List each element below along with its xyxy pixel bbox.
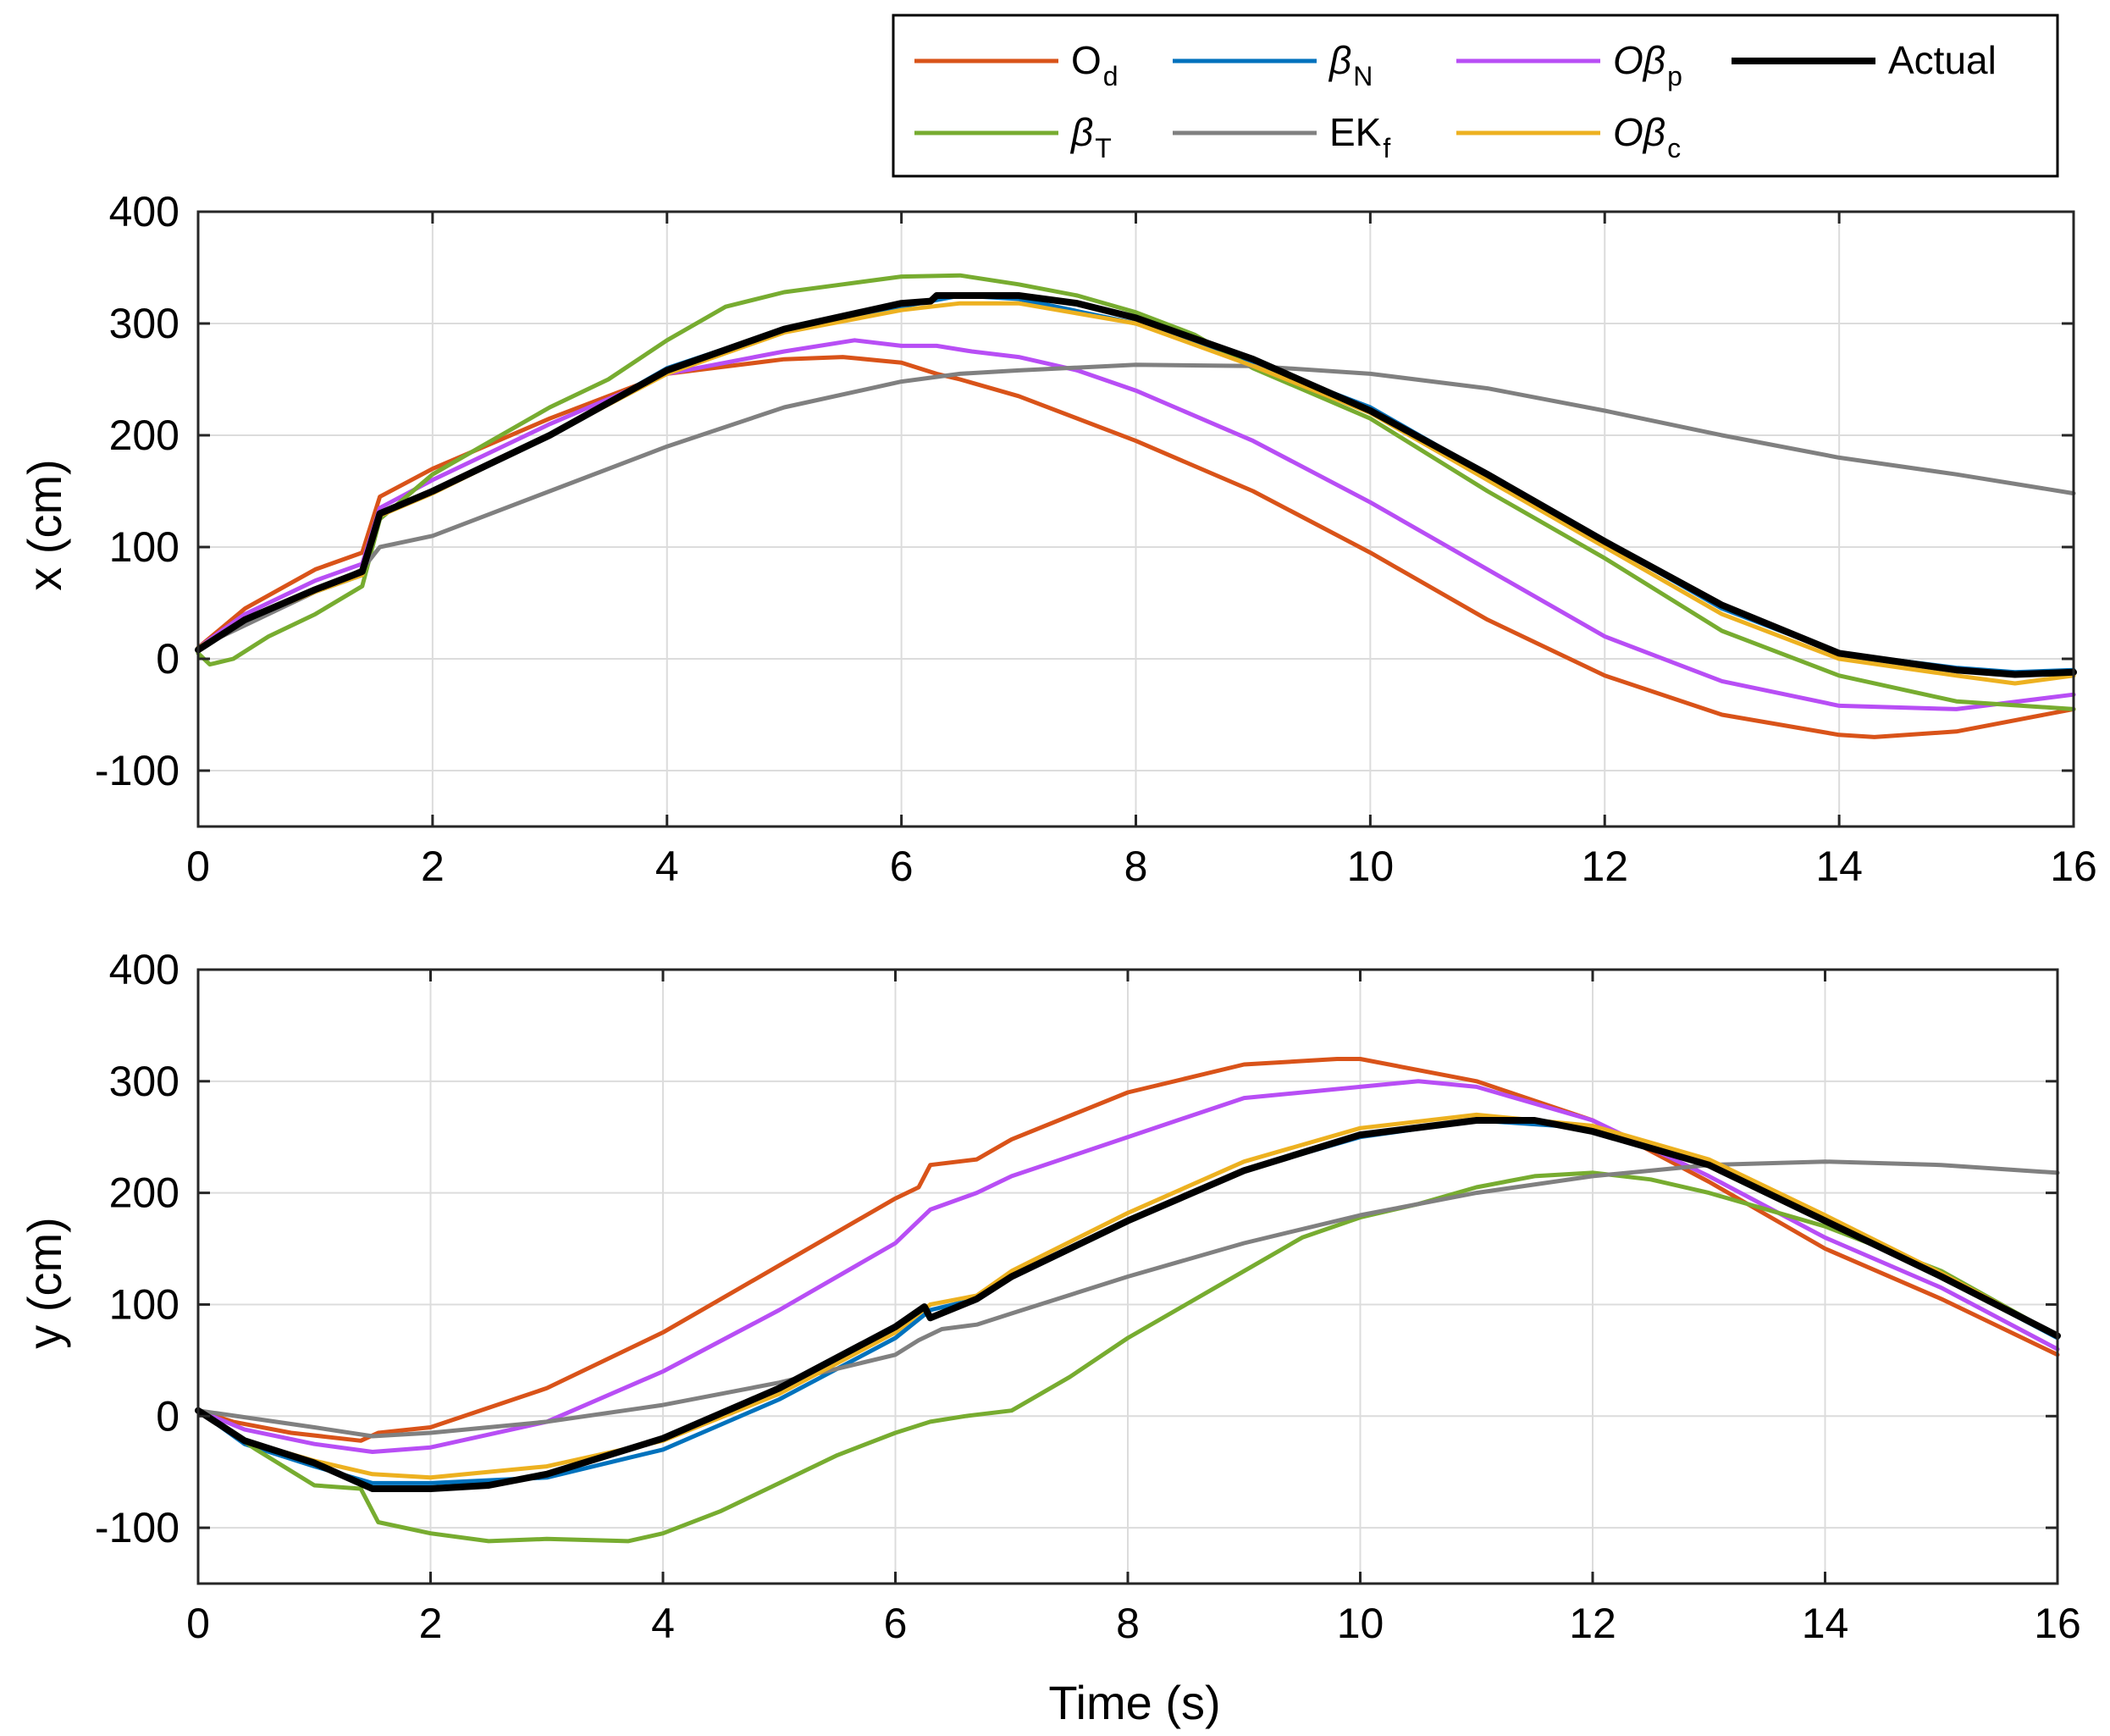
ylabel-y: y (cm)	[18, 1217, 71, 1349]
tick-label-x-4: 4	[655, 843, 679, 890]
tick-label-x-12: 12	[1569, 1600, 1616, 1647]
series-line-Actual	[195, 1117, 2061, 1492]
tick-label-y-0: 0	[156, 1392, 180, 1440]
tick-label-x-16: 16	[2034, 1600, 2081, 1647]
tick-label-y-300: 300	[109, 1058, 180, 1105]
legend-item-betaT: βT	[914, 110, 1112, 163]
tick-label-x-6: 6	[884, 1600, 908, 1647]
tick-label-y-400: 400	[109, 188, 180, 235]
ylabel-x: x (cm)	[18, 459, 71, 591]
tick-label-x-14: 14	[1815, 843, 1863, 890]
legend-item-Od: Od	[914, 38, 1119, 91]
legend-label-Od: Od	[1071, 38, 1119, 91]
legend-label-betaT: βT	[1069, 110, 1112, 163]
legend-label-betaN: βN	[1328, 38, 1373, 91]
series-line-betaT	[196, 273, 2076, 711]
tick-label-x-10: 10	[1337, 1600, 1384, 1647]
legend-item-Obetap: Oβp	[1456, 38, 1682, 91]
tick-label-x-0: 0	[186, 843, 210, 890]
tick-label-x-10: 10	[1347, 843, 1395, 890]
legend: Od βN Oβp Actual βT EKf Oβc	[892, 14, 2059, 178]
tick-label-y-300: 300	[109, 300, 180, 347]
xlabel-time: Time (s)	[1048, 1676, 1220, 1729]
tick-label-x-2: 2	[421, 843, 445, 890]
tick-label-y-400: 400	[109, 946, 180, 993]
tick-label-x-0: 0	[186, 1600, 210, 1647]
tick-label-x-12: 12	[1581, 843, 1628, 890]
legend-item-EKf: EKf	[1173, 110, 1390, 163]
series-line-EKf	[196, 1159, 2060, 1439]
series-line-Actual	[195, 292, 2077, 678]
subplot-x: 0 2 4 6 8 10 12 14 16 -100 0 100 200 300 400 x (cm)	[18, 188, 2097, 890]
legend-label-Obetac: Oβc	[1613, 110, 1681, 163]
subplot-y: 0 2 4 6 8 10 12 14 16 -100 0 100 200 300 400 y (cm) Ti…	[18, 946, 2081, 1729]
tick-label-y-200: 200	[109, 412, 180, 459]
legend-item-betaN: βN	[1173, 38, 1373, 91]
series-line-betaT	[196, 1170, 2060, 1544]
legend-box	[892, 14, 2059, 178]
tick-label-y-100: 100	[109, 1280, 180, 1328]
tick-label-x-6: 6	[890, 843, 914, 890]
series-line-EKf	[196, 362, 2076, 650]
tick-label-y--100: -100	[95, 747, 180, 794]
legend-item-Actual: Actual	[1732, 38, 1997, 82]
legend-label-Obetap: Oβp	[1613, 38, 1682, 91]
tick-label-x-8: 8	[1124, 843, 1148, 890]
series-group-y	[195, 1057, 2061, 1544]
legend-label-EKf: EKf	[1329, 110, 1390, 163]
tick-label-y--100: -100	[95, 1504, 180, 1551]
tick-label-x-8: 8	[1116, 1600, 1140, 1647]
tick-label-x-2: 2	[419, 1600, 443, 1647]
legend-label-Actual: Actual	[1888, 38, 1997, 82]
ticks-y: 0 2 4 6 8 10 12 14 16 -100 0 100 200 300 400	[95, 946, 2081, 1647]
series-group-x	[195, 273, 2077, 739]
legend-item-Obetac: Oβc	[1456, 110, 1681, 163]
tick-label-y-100: 100	[109, 523, 180, 571]
ticks-x: 0 2 4 6 8 10 12 14 16 -100 0 100 200 300 400	[95, 188, 2097, 890]
tick-label-y-0: 0	[156, 635, 180, 683]
tick-label-x-16: 16	[2050, 843, 2097, 890]
tick-label-x-14: 14	[1802, 1600, 1849, 1647]
tick-label-y-200: 200	[109, 1169, 180, 1217]
tick-label-x-4: 4	[651, 1600, 675, 1647]
